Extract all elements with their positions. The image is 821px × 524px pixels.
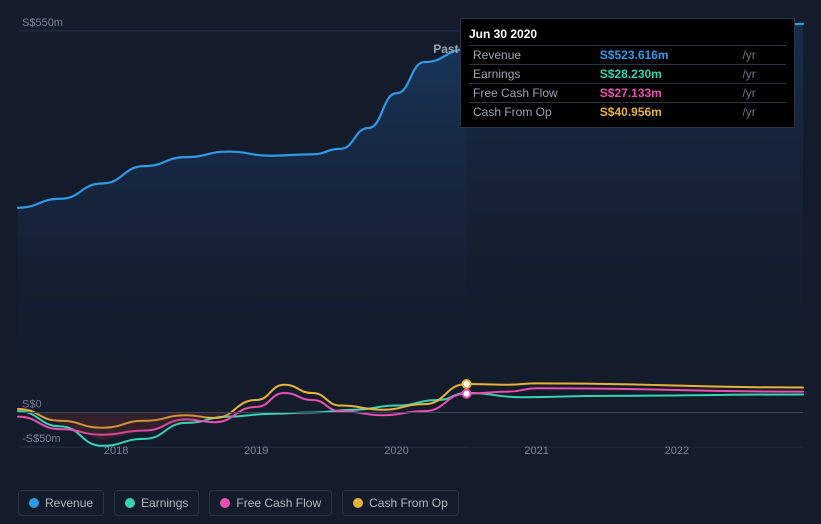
legend-swatch [29,498,39,508]
legend-label: Earnings [141,496,188,510]
tooltip-row-label: Revenue [469,46,596,65]
legend-label: Free Cash Flow [236,496,321,510]
tooltip-row-unit: /yr [738,103,786,122]
tooltip-row-unit: /yr [738,84,786,103]
tooltip-date: Jun 30 2020 [469,25,786,45]
tooltip-row-value: S$28.230m [596,65,739,84]
legend-label: Revenue [45,496,93,510]
tooltip-row-label: Earnings [469,65,596,84]
x-axis-label: 2018 [104,445,128,457]
x-axis-label: 2021 [524,445,548,457]
tooltip-table: RevenueS$523.616m/yrEarningsS$28.230m/yr… [469,45,786,121]
chart-tooltip: Jun 30 2020 RevenueS$523.616m/yrEarnings… [460,18,795,128]
tooltip-row-value: S$523.616m [596,46,739,65]
highlight-marker [463,390,471,398]
tooltip-row: RevenueS$523.616m/yr [469,46,786,65]
tooltip-row-label: Free Cash Flow [469,84,596,103]
legend-item-fcf[interactable]: Free Cash Flow [209,490,332,516]
y-axis-label: S$550m [22,17,63,29]
past-label: Past [433,42,458,56]
legend-label: Cash From Op [369,496,448,510]
y-axis-label: -S$50m [22,433,61,445]
legend-swatch [220,498,230,508]
legend-item-earnings[interactable]: Earnings [114,490,199,516]
x-axis-label: 2020 [384,445,408,457]
legend-swatch [353,498,363,508]
tooltip-row-label: Cash From Op [469,103,596,122]
x-axis-label: 2019 [244,445,268,457]
legend-item-cashop[interactable]: Cash From Op [342,490,459,516]
tooltip-row: Free Cash FlowS$27.133m/yr [469,84,786,103]
tooltip-row-unit: /yr [738,46,786,65]
tooltip-row: EarningsS$28.230m/yr [469,65,786,84]
legend-swatch [125,498,135,508]
legend-item-revenue[interactable]: Revenue [18,490,104,516]
tooltip-row-value: S$40.956m [596,103,739,122]
tooltip-row-unit: /yr [738,65,786,84]
x-axis-label: 2022 [665,445,689,457]
chart-legend: Revenue Earnings Free Cash Flow Cash From O… [18,490,459,516]
highlight-marker [463,380,471,388]
tooltip-row: Cash From OpS$40.956m/yr [469,103,786,122]
tooltip-row-value: S$27.133m [596,84,739,103]
